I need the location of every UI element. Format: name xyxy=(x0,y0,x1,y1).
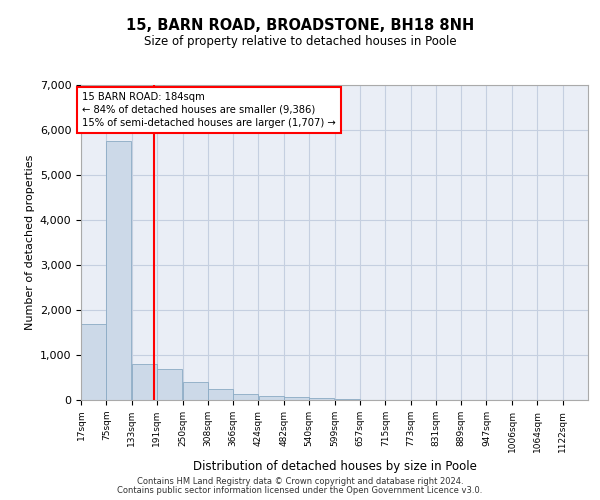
Bar xyxy=(335,399,360,400)
Bar xyxy=(182,382,208,400)
Text: 15, BARN ROAD, BROADSTONE, BH18 8NH: 15, BARN ROAD, BROADSTONE, BH18 8NH xyxy=(126,18,474,32)
Bar xyxy=(131,364,157,400)
Bar xyxy=(284,396,309,400)
Bar xyxy=(259,396,284,400)
X-axis label: Distribution of detached houses by size in Poole: Distribution of detached houses by size … xyxy=(193,460,476,473)
Y-axis label: Number of detached properties: Number of detached properties xyxy=(25,155,35,330)
Text: Size of property relative to detached houses in Poole: Size of property relative to detached ho… xyxy=(143,35,457,48)
Text: 15 BARN ROAD: 184sqm
← 84% of detached houses are smaller (9,386)
15% of semi-de: 15 BARN ROAD: 184sqm ← 84% of detached h… xyxy=(82,92,335,128)
Text: Contains public sector information licensed under the Open Government Licence v3: Contains public sector information licen… xyxy=(118,486,482,495)
Text: Contains HM Land Registry data © Crown copyright and database right 2024.: Contains HM Land Registry data © Crown c… xyxy=(137,478,463,486)
Bar xyxy=(81,324,106,400)
Bar xyxy=(106,141,131,400)
Bar xyxy=(233,394,259,400)
Bar xyxy=(157,368,182,400)
Bar xyxy=(309,398,334,400)
Bar xyxy=(208,389,233,400)
